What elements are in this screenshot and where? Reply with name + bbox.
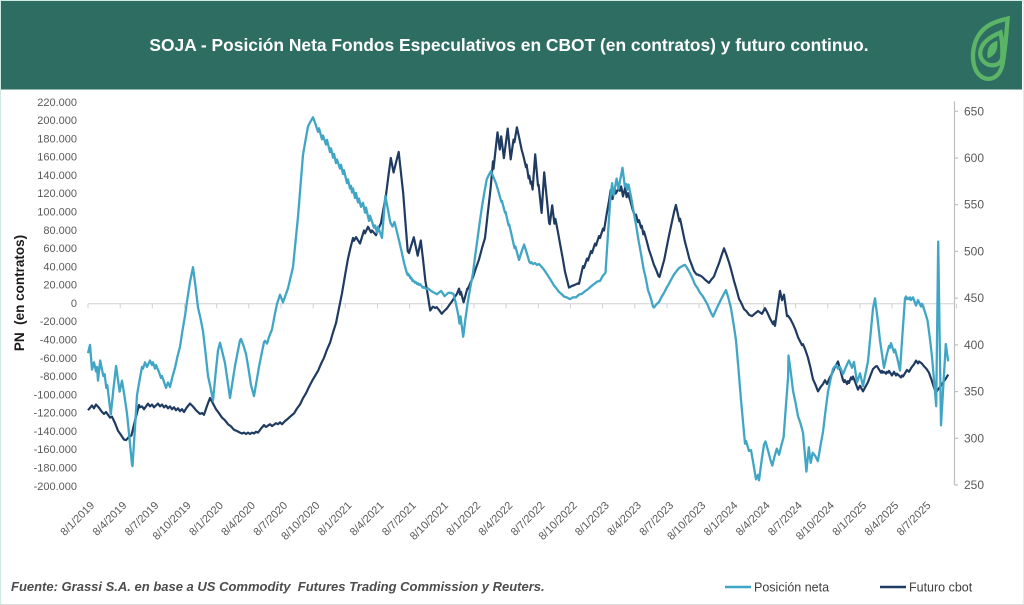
svg-text:8/4/2019: 8/4/2019 [91,500,130,539]
svg-text:250: 250 [964,478,984,492]
svg-text:160.000: 160.000 [37,152,77,164]
svg-text:8/4/2024: 8/4/2024 [734,500,773,539]
svg-text:80.000: 80.000 [43,225,77,237]
svg-text:8/4/2022: 8/4/2022 [477,500,516,539]
svg-text:8/4/2021: 8/4/2021 [348,500,387,539]
svg-text:450: 450 [964,291,984,305]
svg-text:-20.000: -20.000 [40,316,77,328]
svg-text:8/4/2020: 8/4/2020 [219,500,258,539]
svg-text:650: 650 [964,104,984,118]
svg-text:550: 550 [964,198,984,212]
svg-text:-160.000: -160.000 [34,444,77,456]
svg-text:0: 0 [71,298,77,310]
svg-text:Fuente: Grassi S.A. en base a: Fuente: Grassi S.A. en base a US Commodi… [11,579,545,594]
svg-text:SOJA - Posición Neta Fondos Es: SOJA - Posición Neta Fondos Especulativo… [149,35,868,55]
svg-text:8/4/2023: 8/4/2023 [605,500,644,539]
svg-text:-200.000: -200.000 [34,481,77,493]
svg-text:-80.000: -80.000 [40,371,77,383]
svg-text:8/1/2019: 8/1/2019 [58,500,97,539]
svg-text:350: 350 [964,385,984,399]
svg-text:-40.000: -40.000 [40,335,77,347]
svg-text:-140.000: -140.000 [34,426,77,438]
svg-text:8/1/2020: 8/1/2020 [187,500,226,539]
svg-text:-60.000: -60.000 [40,353,77,365]
svg-text:200.000: 200.000 [37,115,77,127]
svg-text:8/1/2021: 8/1/2021 [316,500,355,539]
svg-text:-120.000: -120.000 [34,408,77,420]
svg-text:120.000: 120.000 [37,188,77,200]
svg-text:8/1/2025: 8/1/2025 [830,500,869,539]
svg-text:8/1/2023: 8/1/2023 [573,500,612,539]
svg-text:Posición neta: Posición neta [754,581,829,595]
svg-text:8/7/2025: 8/7/2025 [895,500,934,539]
svg-text:600: 600 [964,151,984,165]
svg-text:100.000: 100.000 [37,207,77,219]
svg-text:-100.000: -100.000 [34,389,77,401]
svg-text:180.000: 180.000 [37,133,77,145]
svg-text:400: 400 [964,338,984,352]
svg-text:300: 300 [964,431,984,445]
svg-text:140.000: 140.000 [37,170,77,182]
svg-text:PN (en contratos): PN (en contratos) [12,235,27,351]
svg-text:8/1/2022: 8/1/2022 [444,500,483,539]
svg-text:220.000: 220.000 [37,97,77,109]
svg-text:Futuro cbot: Futuro cbot [909,581,973,595]
svg-text:8/1/2024: 8/1/2024 [702,500,741,539]
svg-text:20.000: 20.000 [43,280,77,292]
svg-text:60.000: 60.000 [43,243,77,255]
svg-text:500: 500 [964,244,984,258]
svg-text:40.000: 40.000 [43,261,77,273]
svg-text:8/4/2025: 8/4/2025 [863,500,902,539]
svg-text:-180.000: -180.000 [34,463,77,475]
